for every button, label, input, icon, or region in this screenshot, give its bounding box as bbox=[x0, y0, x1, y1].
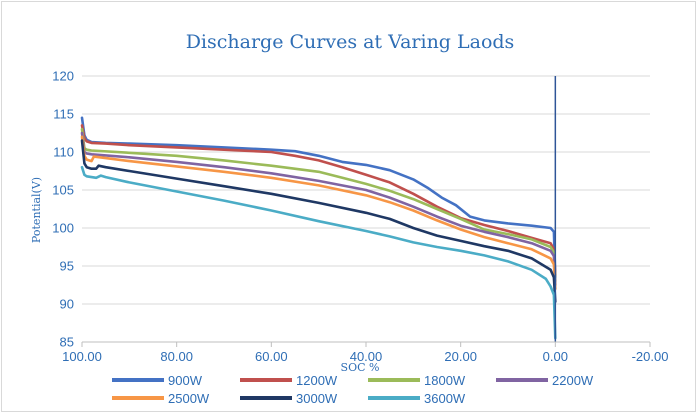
series-line-900w bbox=[80, 116, 557, 279]
y-tick-label: 95 bbox=[60, 259, 74, 274]
chart-legend: 900W 1200W 1800W 2200W 2500W 3000W 3600W bbox=[112, 373, 594, 406]
series-line-2500w bbox=[80, 135, 557, 291]
series-layer bbox=[80, 116, 557, 340]
x-tick-label: 60.00 bbox=[255, 349, 288, 364]
chart-title: Discharge Curves at Varing Laods bbox=[186, 31, 515, 53]
series-line-1200w bbox=[80, 124, 557, 277]
axis-layer: 85 90 95 100 105 110 115 120 100.00 80.00 60.00 40.… bbox=[52, 69, 668, 365]
y-tick-label: 110 bbox=[53, 145, 74, 160]
x-tick-label: 80.00 bbox=[160, 349, 193, 364]
grid-layer bbox=[82, 75, 650, 343]
y-tick-label: 105 bbox=[52, 183, 74, 198]
x-tick-label: 40.00 bbox=[350, 349, 383, 364]
y-tick-label: 90 bbox=[60, 297, 74, 312]
series-line-3000w bbox=[80, 139, 557, 303]
legend-label-3000w: 3000W bbox=[296, 391, 338, 406]
legend-label-2500w: 2500W bbox=[168, 391, 210, 406]
x-axis-title: SOC % bbox=[341, 361, 380, 374]
series-line-2200w bbox=[80, 131, 557, 287]
y-tick-label: 120 bbox=[52, 69, 74, 84]
x-tick-label: 0.00 bbox=[543, 349, 568, 364]
x-tick-label: -20.00 bbox=[632, 349, 669, 364]
x-tick-label: 20.00 bbox=[444, 349, 477, 364]
series-line-1800w bbox=[80, 127, 557, 283]
y-tick-label: 85 bbox=[60, 335, 74, 350]
legend-label-1800w: 1800W bbox=[424, 373, 466, 388]
y-axis-title: Potential(V) bbox=[30, 177, 43, 243]
x-tick-label: 100.00 bbox=[62, 349, 102, 364]
series-line-3600w bbox=[80, 165, 557, 340]
legend-label-2200w: 2200W bbox=[552, 373, 594, 388]
y-tick-label: 115 bbox=[53, 107, 74, 122]
legend-label-3600w: 3600W bbox=[424, 391, 466, 406]
legend-label-900w: 900W bbox=[168, 373, 203, 388]
y-tick-label: 100 bbox=[52, 221, 74, 236]
legend-label-1200w: 1200W bbox=[296, 373, 338, 388]
